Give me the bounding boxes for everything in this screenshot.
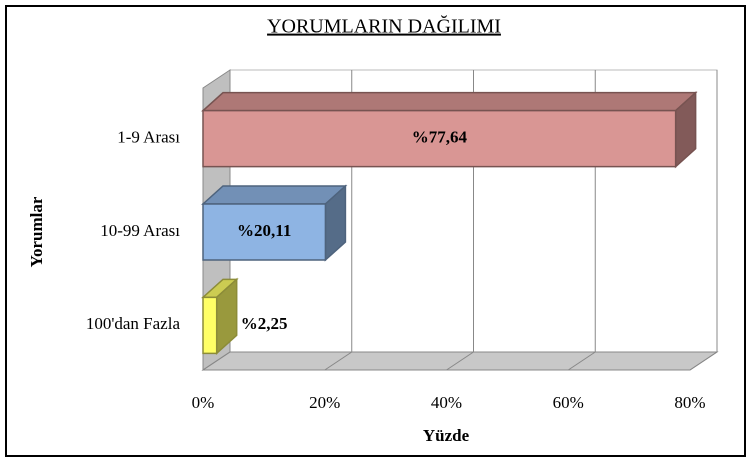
chart-title: YORUMLARIN DAĞILIMI xyxy=(267,15,501,38)
grid-line xyxy=(689,70,718,371)
value-label: %2,25 xyxy=(241,314,288,333)
bar xyxy=(201,184,348,262)
bar-front xyxy=(202,109,677,168)
y-tick-label: 10-99 Arası xyxy=(100,221,180,240)
value-label: %77,64 xyxy=(412,128,468,147)
bar-front xyxy=(202,203,327,261)
x-tick-label: 40% xyxy=(431,393,462,412)
value-label: %20,11 xyxy=(237,221,291,240)
bar xyxy=(201,90,698,169)
y-tick-label: 1-9 Arası xyxy=(117,128,180,147)
bar xyxy=(201,277,239,356)
x-tick-label: 80% xyxy=(674,393,705,412)
y-axis-label: Yorumlar xyxy=(27,196,46,267)
y-tick-label: 100'dan Fazla xyxy=(86,314,181,333)
x-axis-label: Yüzde xyxy=(423,426,470,445)
bar-top xyxy=(201,91,698,112)
x-tick-label: 60% xyxy=(553,393,584,412)
bar-front xyxy=(202,296,218,355)
x-tick-label: 0% xyxy=(192,393,215,412)
bar-top xyxy=(201,185,348,205)
x-tick-label: 20% xyxy=(309,393,340,412)
